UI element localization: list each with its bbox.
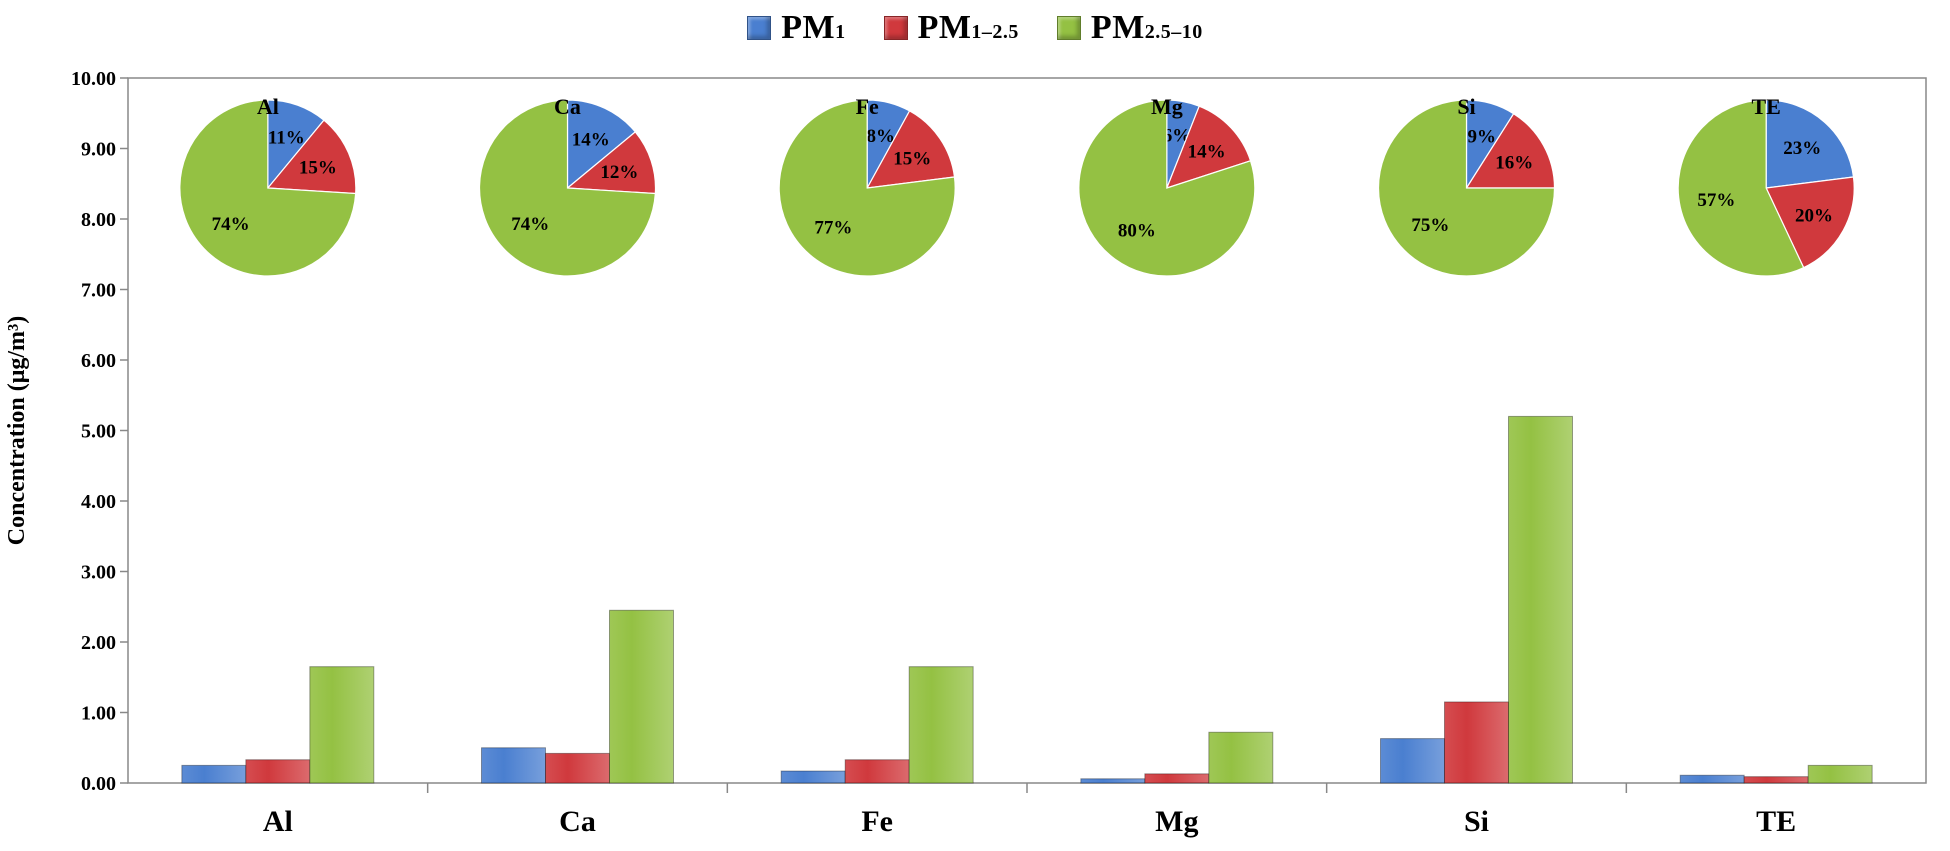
pie-label-te-0: 23% (1783, 138, 1821, 159)
y-tick-label: 1.00 (81, 703, 116, 725)
pie-label-mg-1: 14% (1188, 142, 1226, 163)
x-tick-label-ca: Ca (559, 805, 596, 838)
pie-label-mg-2: 80% (1118, 220, 1156, 241)
x-tick-label-fe: Fe (861, 805, 893, 838)
pie-title-te: TE (1751, 94, 1780, 119)
legend-swatch-pm2.5-10 (1056, 16, 1081, 40)
pie-label-si-0: 9% (1467, 127, 1496, 148)
pie-title-ca: Ca (554, 94, 581, 119)
pie-title-si: Si (1457, 94, 1475, 119)
pie-ca: 14% 12% 74% Ca (478, 94, 657, 277)
pie-label-al-2: 74% (212, 214, 250, 235)
pie-slice-si-1 (1465, 112, 1556, 189)
pie-te: 23% 20% 57% TE (1677, 94, 1855, 277)
pie-label-fe-2: 77% (814, 217, 852, 238)
pie-label-si-1: 16% (1495, 153, 1533, 174)
pie-si: 9% 16% 75% Si (1377, 94, 1556, 277)
pie-title-mg: Mg (1151, 94, 1183, 119)
pie-slice-ca-1 (565, 131, 657, 195)
bar-ca-1 (545, 752, 610, 784)
pie-slice-al-2 (179, 99, 357, 277)
legend-swatch-pm1-2.5 (883, 16, 908, 40)
bar-te-1 (1743, 776, 1809, 784)
pie-slice-fe-2 (778, 99, 956, 277)
pie-slice-ca-0 (566, 99, 637, 190)
y-tick-label: 5.00 (81, 421, 116, 443)
x-tick-label-te: TE (1756, 805, 1796, 838)
bar-ca-2 (609, 609, 674, 784)
pie-slice-si-2 (1377, 99, 1556, 277)
pie-label-ca-2: 74% (511, 214, 549, 235)
pie-label-si-2: 75% (1411, 215, 1449, 236)
pie-label-al-0: 11% (268, 128, 305, 149)
pie-title-al: Al (257, 94, 279, 119)
y-tick-label: 7.00 (81, 280, 116, 302)
pie-slice-te-1 (1765, 176, 1855, 269)
pie-label-mg-0: 6% (1163, 125, 1192, 146)
y-tick-label: 4.00 (81, 491, 116, 513)
x-tick-label-si: Si (1464, 805, 1489, 838)
bar-al-0 (181, 764, 247, 784)
y-tick-label: 2.00 (81, 632, 116, 654)
pie-label-fe-1: 15% (893, 148, 931, 169)
pie-label-te-2: 57% (1697, 190, 1735, 211)
pie-slice-fe-1 (866, 110, 956, 189)
bar-fe-1 (844, 759, 910, 784)
x-tick-label-al: Al (263, 805, 293, 838)
pie-label-ca-0: 14% (572, 130, 610, 151)
bar-te-2 (1807, 764, 1873, 784)
x-tick-label-mg: Mg (1155, 805, 1198, 838)
legend-label-pm1-2.5: PM1–2.5 (917, 9, 1019, 46)
legend-swatch-pm1 (747, 16, 772, 40)
legend-item-pm1: PM1 (747, 9, 845, 47)
y-tick-label: 0.00 (81, 773, 116, 795)
bar-si-1 (1444, 701, 1509, 784)
legend-item-pm2.5-10: PM2.5–10 (1056, 9, 1203, 47)
y-axis-label: Concentration (μg/m³) (4, 316, 30, 545)
pie-title-fe: Fe (856, 94, 879, 119)
y-tick-label: 3.00 (81, 562, 116, 584)
legend-label-pm1: PM1 (781, 9, 846, 46)
bar-mg-0 (1080, 778, 1146, 784)
pie-fe: 8%15% 77% Fe (778, 94, 956, 277)
bar-te-0 (1679, 774, 1745, 784)
bar-fe-2 (908, 666, 974, 784)
legend-item-pm1-2.5: PM1–2.5 (883, 9, 1019, 47)
pie-slice-mg-2 (1078, 99, 1256, 277)
pie-label-ca-1: 12% (600, 162, 638, 183)
pie-slice-ca-2 (478, 99, 656, 277)
pie-slice-te-2 (1677, 99, 1805, 277)
bar-mg-2 (1208, 731, 1274, 784)
pie-label-fe-0: 8% (866, 126, 895, 147)
bar-ca-0 (481, 747, 546, 784)
legend-label-pm2.5-10: PM2.5–10 (1090, 9, 1203, 46)
plot-frame (127, 77, 1927, 784)
bar-si-2 (1508, 415, 1573, 784)
bar-fe-0 (780, 770, 846, 784)
bar-al-2 (309, 666, 375, 784)
y-tick-label: 9.00 (81, 139, 116, 161)
pie-mg: 6%14% 80% Mg (1078, 94, 1256, 277)
y-tick-label: 10.00 (71, 68, 116, 90)
bar-mg-1 (1144, 773, 1210, 784)
pie-slice-al-1 (266, 119, 357, 195)
legend: PM1 PM1–2.5 PM2.5–10 (0, 0, 1950, 56)
pie-label-te-1: 20% (1795, 205, 1833, 226)
bar-al-1 (245, 759, 311, 784)
pie-al: 11% 15% 74% Al (179, 94, 357, 277)
y-tick-label: 6.00 (81, 350, 116, 372)
y-tick-label: 8.00 (81, 209, 116, 231)
bar-si-0 (1380, 738, 1445, 784)
pie-label-al-1: 15% (299, 157, 337, 178)
pie-slice-te-0 (1765, 99, 1855, 189)
